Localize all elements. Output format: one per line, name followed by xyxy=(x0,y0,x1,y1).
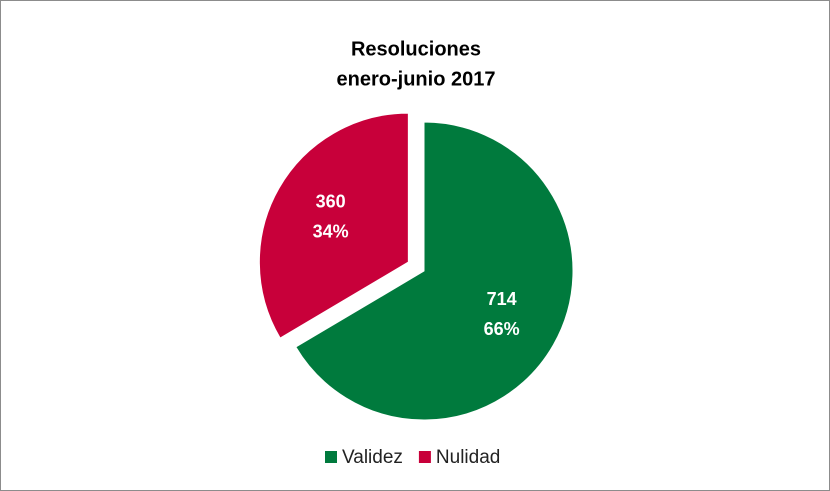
legend-label: Validez xyxy=(342,447,403,468)
data-label-value: 360 xyxy=(316,192,346,212)
pie-slice xyxy=(258,112,409,339)
pie-slice xyxy=(295,121,574,421)
data-label-percent: 34% xyxy=(313,222,349,242)
data-label-value: 714 xyxy=(487,289,517,309)
legend-label: Nulidad xyxy=(436,447,500,468)
legend-swatch xyxy=(418,451,431,463)
chart-title: Resoluciones xyxy=(351,38,481,60)
chart-subtitle: enero-junio 2017 xyxy=(337,68,496,90)
data-label-percent: 66% xyxy=(484,319,520,339)
legend-swatch xyxy=(325,451,337,463)
